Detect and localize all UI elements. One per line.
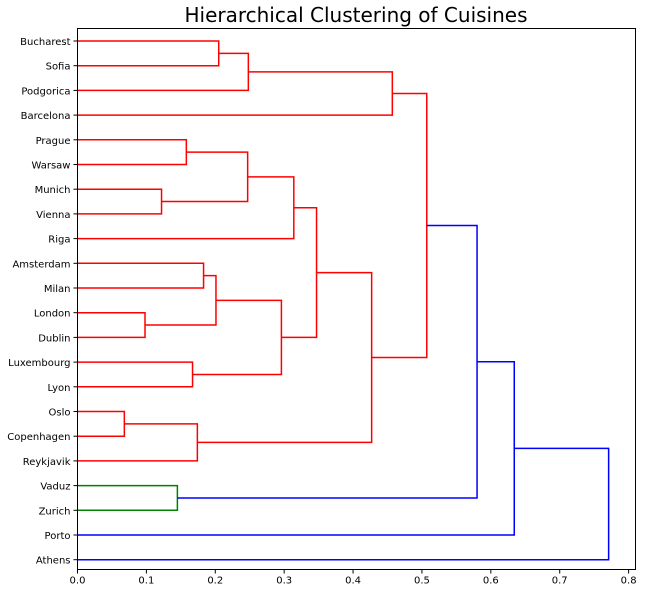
- leaf-label: Barcelona: [21, 111, 71, 122]
- leaf-label: Munich: [35, 185, 71, 196]
- x-tick-label: 0.3: [276, 576, 292, 587]
- dendrogram-link: [77, 361, 194, 388]
- dendrogram-link: [77, 262, 205, 289]
- dendrogram-link: [77, 71, 394, 116]
- dendrogram-links: [77, 40, 610, 561]
- leaf-label: Warsaw: [31, 161, 70, 172]
- dendrogram-link: [77, 423, 199, 462]
- dendrogram-link: [371, 92, 428, 359]
- leaf-label: Oslo: [49, 408, 71, 419]
- leaf-label: Vienna: [36, 210, 70, 221]
- dendrogram-link: [77, 176, 295, 240]
- leaf-label: Riga: [48, 235, 70, 246]
- dendrogram-link: [77, 139, 188, 166]
- leaf-label: Bucharest: [20, 37, 70, 48]
- chart-title: Hierarchical Clustering of Cuisines: [184, 3, 527, 27]
- leaf-label: Dublin: [38, 333, 70, 344]
- dendrogram-link: [77, 188, 163, 215]
- dendrogram-link: [77, 40, 220, 67]
- dendrogram-link: [77, 410, 126, 437]
- leaf-label: Milan: [44, 284, 71, 295]
- dendrogram-link: [77, 311, 146, 339]
- dendrogram-link: [77, 360, 516, 536]
- x-tick-label: 0.6: [483, 576, 499, 587]
- x-tick-label: 0.4: [345, 576, 361, 587]
- leaf-label: London: [34, 309, 71, 320]
- leaf-label: Prague: [36, 136, 71, 147]
- dendrogram-link: [77, 447, 610, 561]
- leaf-label: Luxembourg: [8, 358, 70, 369]
- x-tick-label: 0.5: [414, 576, 430, 587]
- plot-frame: [77, 28, 636, 570]
- x-axis: 0.0 0.1 0.2 0.3 0.4 0.5 0.6 0.7 0.8: [70, 569, 637, 587]
- leaf-label: Amsterdam: [12, 259, 70, 270]
- dendrogram-link: [145, 274, 217, 326]
- x-tick-label: 0.0: [70, 576, 86, 587]
- leaf-label: Lyon: [47, 383, 70, 394]
- dendrogram-link: [197, 271, 373, 444]
- leaf-label: Athens: [36, 556, 71, 567]
- leaf-label: Vaduz: [40, 482, 70, 493]
- dendrogram-link: [192, 299, 283, 376]
- leaf-label: Copenhagen: [7, 432, 70, 443]
- leaf-label: Zurich: [39, 506, 71, 517]
- leaf-label: Porto: [45, 531, 71, 542]
- dendrogram-link: [161, 151, 249, 203]
- dendrogram-link: [177, 224, 478, 499]
- dendrogram-link: [281, 206, 318, 339]
- dendrogram-link: [77, 484, 179, 512]
- leaf-label: Podgorica: [21, 86, 70, 97]
- x-tick-label: 0.7: [552, 576, 568, 587]
- x-tick-label: 0.8: [621, 576, 637, 587]
- dendrogram-link: [77, 52, 250, 92]
- leaf-label: Sofia: [46, 62, 71, 73]
- y-axis-leaf-labels: Bucharest Sofia Podgorica Barcelona Prague Wa…: [7, 37, 78, 567]
- leaf-label: Reykjavik: [23, 457, 71, 468]
- x-tick-label: 0.2: [207, 576, 223, 587]
- x-tick-label: 0.1: [138, 576, 154, 587]
